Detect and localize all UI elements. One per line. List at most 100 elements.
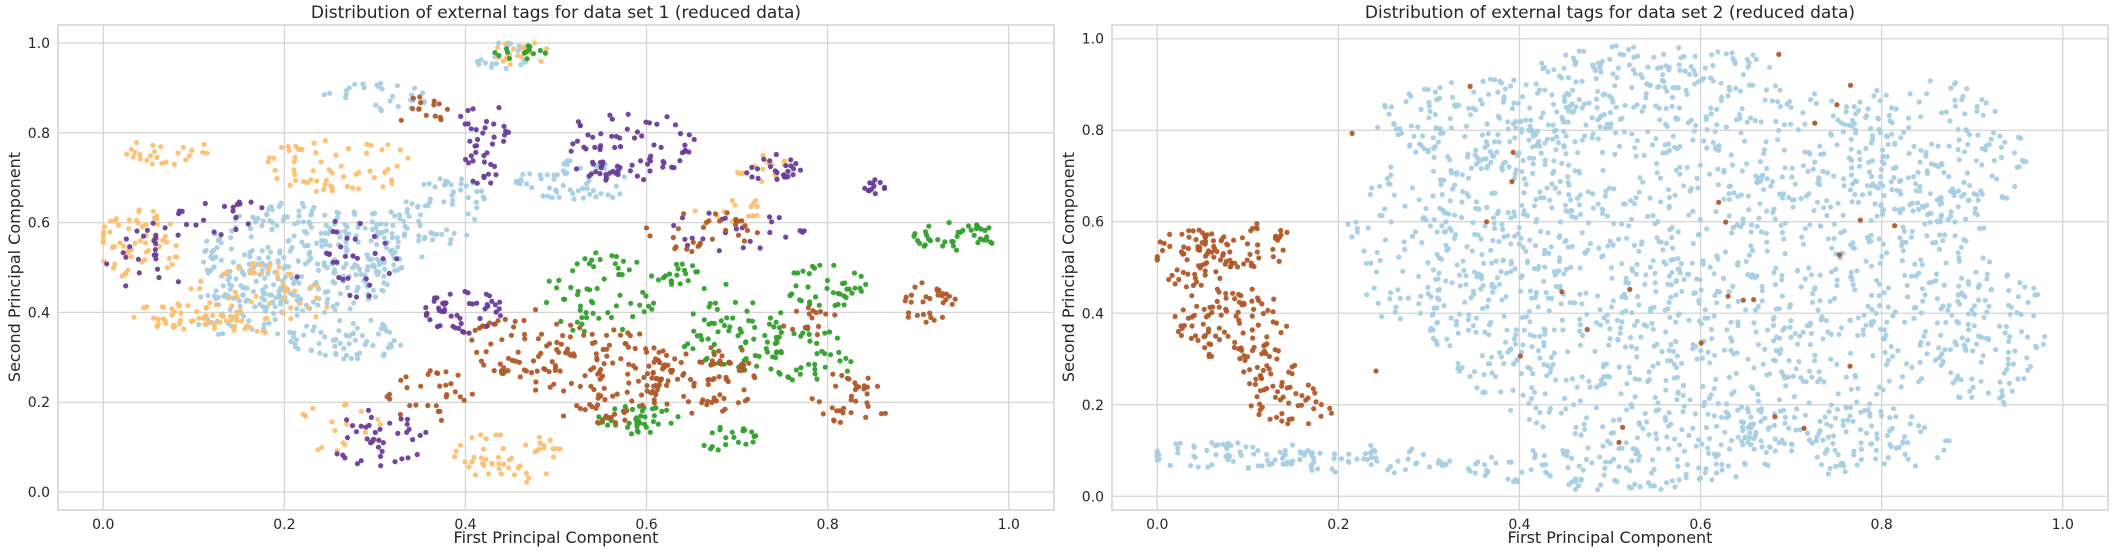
scatter-point [133,218,139,224]
scatter-point [521,331,528,337]
scatter-point [1468,165,1474,171]
scatter-point [347,292,353,298]
scatter-point [1900,224,1906,230]
scatter-point [1861,312,1867,318]
scatter-point [1632,376,1638,382]
scatter-point [1646,369,1652,375]
scatter-point [496,466,502,472]
scatter-point [1828,402,1835,408]
scatter-point [1616,446,1622,452]
scatter-point [1803,193,1809,199]
scatter-point [1436,270,1442,276]
scatter-point [1205,464,1211,470]
scatter-point [1675,463,1681,469]
scatter-point [214,244,220,251]
scatter-point [1841,176,1847,182]
scatter-point [1275,237,1281,243]
scatter-point [1679,427,1685,433]
scatter-point [518,62,524,68]
scatter-point [1605,243,1611,249]
scatter-point [1363,451,1369,457]
scatter-point [437,176,443,182]
scatter-point [1690,240,1696,247]
scatter-point [1496,238,1502,245]
scatter-point [1299,393,1305,399]
scatter-point [239,284,246,290]
scatter-point [1493,460,1499,466]
scatter-point [465,195,471,201]
scatter-point [1491,215,1497,221]
scatter-point [1530,161,1536,167]
scatter-point [1981,314,1987,320]
scatter-point [1175,445,1181,451]
scatter-point [1763,87,1770,93]
scatter-point [462,288,468,295]
scatter-point [293,337,300,343]
scatter-point [536,434,542,440]
scatter-point [1284,229,1290,235]
scatter-point [1238,452,1244,458]
scatter-point [750,213,756,219]
scatter-point [1627,468,1633,474]
scatter-point [711,341,718,347]
scatter-point [1318,413,1324,419]
scatter-point [128,254,134,260]
scatter-point [207,300,213,306]
scatter-point [752,324,758,330]
scatter-point [1900,439,1906,445]
scatter-point [1629,458,1635,464]
scatter-point [1907,421,1913,427]
scatter-point [1217,275,1223,281]
scatter-point [162,233,168,239]
scatter-point [1254,221,1260,227]
scatter-point [690,263,696,269]
scatter-point [478,455,484,461]
scatter-point [1476,271,1482,277]
scatter-point [1534,128,1541,134]
scatter-point [483,349,489,355]
scatter-point [340,276,346,282]
scatter-point [1569,376,1575,382]
scatter-point [1735,323,1741,329]
scatter-point [1501,99,1507,105]
scatter-point [524,479,530,485]
scatter-point [506,465,512,471]
scatter-point [675,414,681,420]
scatter-point [865,403,871,409]
scatter-point [324,304,330,310]
scatter-point [1315,466,1321,472]
scatter-point [383,245,389,251]
scatter-point [1573,104,1579,110]
scatter-point [1690,208,1696,214]
scatter-point [1776,191,1783,197]
scatter-point [1248,263,1254,269]
scatter-point [1197,265,1203,271]
scatter-point [1632,71,1638,77]
y-tick-labels: 0.00.20.40.60.81.0 [28,36,50,501]
scatter-point [1910,208,1916,214]
scatter-point [544,172,550,178]
scatter-point [1793,427,1799,433]
scatter-point [1509,105,1515,112]
scatter-point [1825,434,1832,440]
scatter-point [1650,213,1656,219]
scatter-point [2033,343,2039,349]
scatter-point [1828,423,1834,429]
scatter-point [1762,97,1768,103]
scatter-point [1652,280,1658,286]
scatter-point [806,271,812,277]
scatter-point [325,288,331,294]
scatter-point [1200,321,1206,327]
scatter-point [1702,65,1708,71]
scatter-point [1776,397,1782,403]
scatter-point [248,234,254,240]
scatter-point [570,327,576,333]
scatter-point [690,346,696,352]
scatter-point [598,393,604,399]
scatter-point [1696,476,1702,482]
scatter-point [1443,278,1449,284]
scatter-point [308,347,314,354]
scatter-point [1776,51,1782,58]
scatter-point [1542,157,1548,163]
scatter-point [281,296,287,302]
